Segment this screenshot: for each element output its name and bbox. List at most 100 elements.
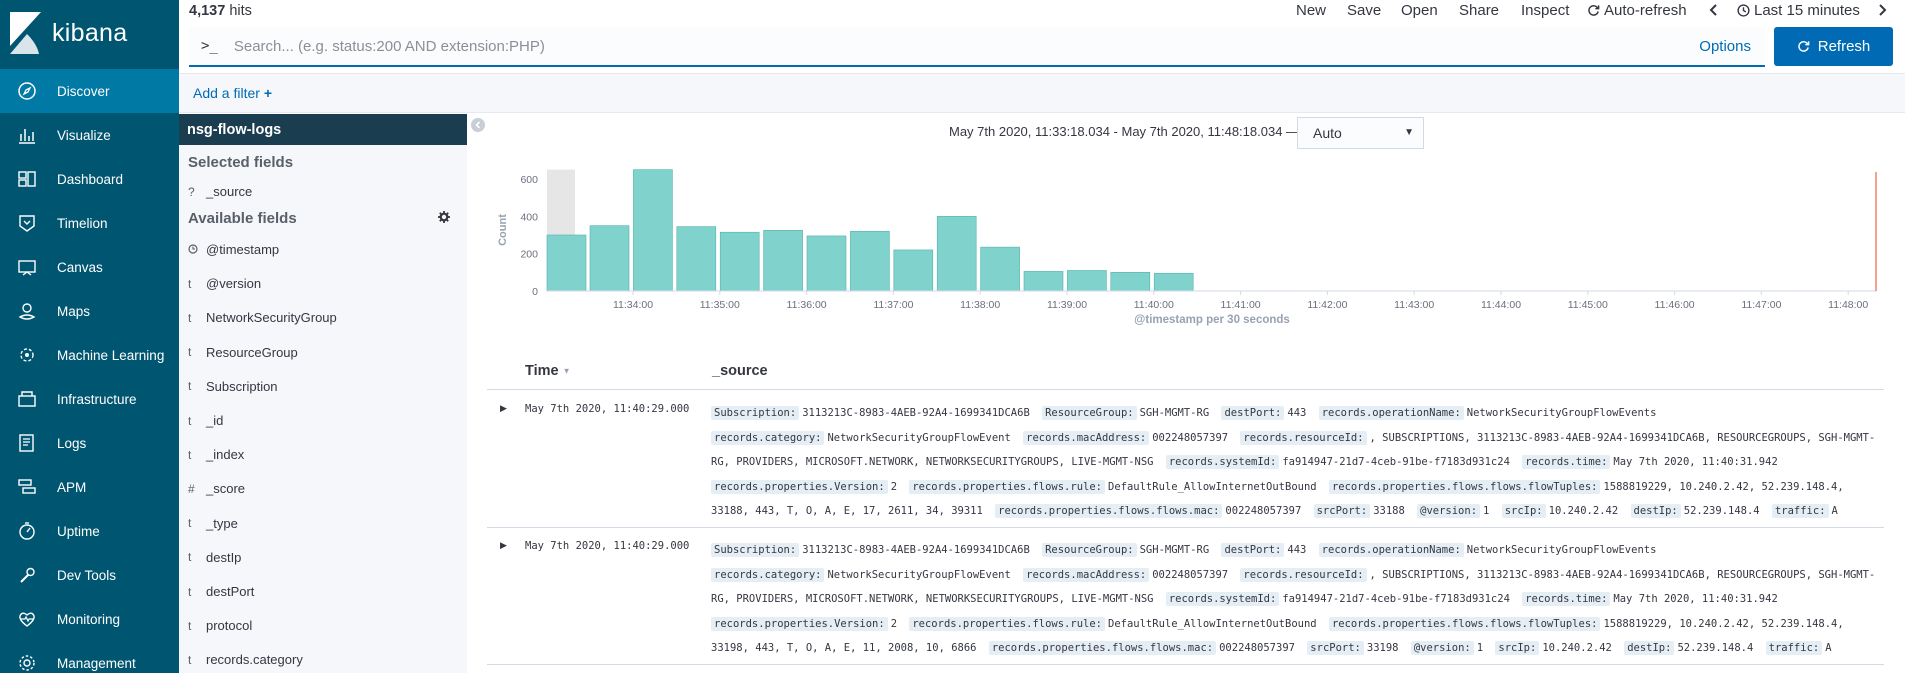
histogram-bar[interactable] bbox=[850, 230, 890, 292]
histogram-bar[interactable] bbox=[936, 216, 977, 292]
nav-item-infrastructure[interactable]: Infrastructure bbox=[0, 377, 179, 421]
nav-item-apm[interactable]: APM bbox=[0, 465, 179, 509]
field-item[interactable]: t ResourceGroup bbox=[188, 345, 298, 360]
nav-item-monitoring[interactable]: Monitoring bbox=[0, 597, 179, 641]
expand-row-icon[interactable]: ▶ bbox=[500, 540, 507, 550]
source-field: records.macAddress: 002248057397 bbox=[1023, 430, 1234, 445]
inspect-button[interactable]: Inspect bbox=[1521, 2, 1570, 19]
x-tick-label: 11:36:00 bbox=[787, 299, 827, 311]
nav-item-maps[interactable]: Maps bbox=[0, 289, 179, 333]
field-item[interactable]: t _index bbox=[188, 447, 244, 462]
histogram-bar[interactable] bbox=[633, 169, 673, 292]
field-item[interactable]: ? _source bbox=[188, 184, 252, 199]
source-field-key: records.properties.flows.flows.flowTuple… bbox=[1328, 479, 1601, 494]
time-forward-button[interactable] bbox=[1877, 3, 1887, 21]
source-field-key: records.resourceId: bbox=[1240, 567, 1367, 582]
auto-refresh-button[interactable]: Auto-refresh bbox=[1587, 2, 1687, 19]
time-picker-button[interactable]: Last 15 minutes bbox=[1737, 2, 1860, 19]
refresh-icon bbox=[1588, 5, 1600, 16]
field-item[interactable]: t records.category bbox=[188, 652, 303, 667]
histogram-bar[interactable] bbox=[893, 249, 934, 292]
histogram-chart: 0 200 400 600 Count 11:34:00 11:35:00 11:36:00 1… bbox=[497, 169, 1877, 326]
histogram-bar[interactable] bbox=[1110, 272, 1151, 292]
histogram-bar[interactable] bbox=[980, 246, 1020, 292]
source-field-key: records.properties.flows.rule: bbox=[909, 479, 1105, 494]
source-field: records.properties.Version: 2 bbox=[711, 479, 903, 494]
save-button[interactable]: Save bbox=[1347, 2, 1382, 19]
field-item[interactable]: # _score bbox=[188, 481, 245, 496]
nav-item-uptime[interactable]: Uptime bbox=[0, 509, 179, 553]
histogram-bar[interactable] bbox=[1023, 271, 1064, 292]
nav-item-visualize[interactable]: Visualize bbox=[0, 113, 179, 157]
nav-item-dashboard[interactable]: Dashboard bbox=[0, 157, 179, 201]
nav-item-logs[interactable]: Logs bbox=[0, 421, 179, 465]
source-field-value: 002248057397 bbox=[1152, 431, 1229, 444]
field-item[interactable]: t _type bbox=[188, 516, 238, 531]
field-item[interactable]: t _id bbox=[188, 413, 223, 428]
x-axis-label: @timestamp per 30 seconds bbox=[1134, 314, 1290, 326]
nav-item-discover[interactable]: Discover bbox=[0, 69, 179, 113]
source-field-key: srcPort: bbox=[1313, 504, 1371, 518]
source-field: srcPort: 33188 bbox=[1313, 504, 1411, 518]
nav-item-machine-learning[interactable]: Machine Learning bbox=[0, 333, 179, 377]
source-field-key: srcPort: bbox=[1307, 641, 1364, 655]
field-item[interactable]: t protocol bbox=[188, 618, 252, 633]
add-filter-button[interactable]: Add a filter + bbox=[193, 85, 272, 101]
field-item[interactable]: @timestamp bbox=[188, 242, 279, 257]
histogram-bar[interactable] bbox=[589, 225, 630, 292]
field-type-icon: t bbox=[188, 516, 192, 531]
source-field-value: 002248057397 bbox=[1219, 642, 1295, 654]
source-field-value: 52.239.148.4 bbox=[1677, 642, 1754, 654]
time-column-header[interactable]: Time ▼ bbox=[525, 363, 571, 379]
field-name: NetworkSecurityGroup bbox=[206, 310, 337, 326]
field-item[interactable]: t Subscription bbox=[188, 379, 278, 394]
field-sidebar: nsg-flow-logs Selected fields Available … bbox=[179, 114, 467, 673]
kibana-brand[interactable]: kibana bbox=[0, 0, 179, 66]
field-name: protocol bbox=[206, 618, 253, 634]
table-row[interactable]: ▶ May 7th 2020, 11:40:29.000 Subscription:… bbox=[487, 391, 1884, 528]
interval-select[interactable]: Auto ▼ bbox=[1297, 117, 1424, 149]
source-field-value: 33188 bbox=[1373, 505, 1405, 517]
histogram-bar[interactable] bbox=[1153, 272, 1194, 292]
collapse-sidebar-button[interactable] bbox=[471, 118, 485, 132]
y-tick-label: 0 bbox=[532, 286, 538, 298]
histogram-bar[interactable] bbox=[546, 234, 587, 292]
visualize-icon bbox=[13, 124, 41, 146]
new-button[interactable]: New bbox=[1296, 2, 1327, 19]
nav-item-canvas[interactable]: Canvas bbox=[0, 245, 179, 289]
x-tick-label: 11:45:00 bbox=[1568, 299, 1608, 311]
time-back-button[interactable] bbox=[1709, 3, 1719, 20]
gear-icon[interactable] bbox=[438, 211, 450, 223]
field-type-icon: # bbox=[188, 481, 195, 496]
field-item[interactable]: t NetworkSecurityGroup bbox=[188, 310, 337, 325]
query-options-button[interactable]: Options bbox=[1699, 37, 1751, 55]
source-field-value: 443 bbox=[1287, 544, 1307, 556]
open-button[interactable]: Open bbox=[1401, 2, 1438, 19]
source-field-key: records.category: bbox=[711, 430, 825, 445]
nav-item-management[interactable]: Management bbox=[0, 641, 179, 673]
field-item[interactable]: t destPort bbox=[188, 584, 254, 599]
table-row[interactable]: ▶ May 7th 2020, 11:40:29.000 Subscription:… bbox=[487, 528, 1884, 665]
search-bar: >_ Options bbox=[189, 27, 1765, 67]
histogram-bar[interactable] bbox=[719, 231, 760, 292]
x-tick-label: 11:38:00 bbox=[960, 299, 1000, 311]
source-field: destIp: 52.239.148.4 bbox=[1630, 504, 1766, 518]
index-pattern-selector[interactable]: nsg-flow-logs bbox=[179, 114, 467, 145]
histogram-bar[interactable] bbox=[676, 226, 717, 292]
share-button[interactable]: Share bbox=[1459, 2, 1500, 19]
histogram-bar[interactable] bbox=[806, 235, 847, 292]
source-field: srcIp: 10.240.2.42 bbox=[1495, 641, 1617, 655]
field-item[interactable]: t @version bbox=[188, 276, 261, 291]
nav-item-dev-tools[interactable]: Dev Tools bbox=[0, 553, 179, 597]
field-item[interactable]: t destIp bbox=[188, 550, 241, 565]
source-field: records.resourceId:, SUBSCRIPTIONS, 3113… bbox=[711, 430, 1875, 468]
source-field-key: ResourceGroup: bbox=[1042, 406, 1137, 420]
expand-row-icon[interactable]: ▶ bbox=[500, 403, 507, 413]
wrench-icon bbox=[13, 564, 41, 586]
nav-item-timelion[interactable]: Timelion bbox=[0, 201, 179, 245]
refresh-button[interactable]: Refresh bbox=[1774, 27, 1893, 66]
histogram-bar[interactable] bbox=[1067, 270, 1107, 292]
source-field-key: traffic: bbox=[1765, 641, 1823, 655]
search-input[interactable] bbox=[233, 37, 1700, 55]
histogram-bar[interactable] bbox=[763, 230, 803, 292]
